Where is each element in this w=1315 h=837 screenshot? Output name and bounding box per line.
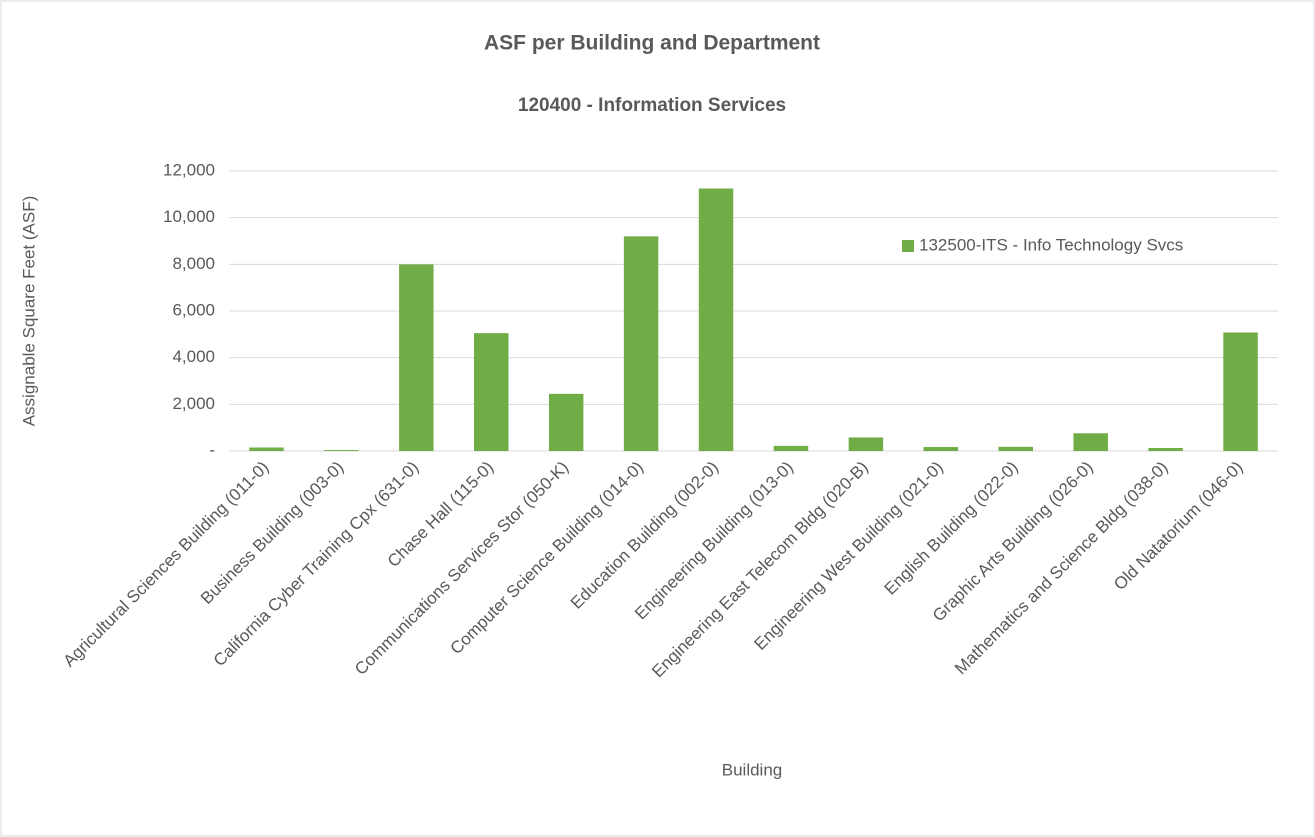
- bar: [998, 446, 1033, 451]
- bar: [399, 264, 434, 451]
- y-tick-label: 10,000: [163, 207, 215, 226]
- bar: [474, 333, 509, 451]
- bar: [548, 393, 584, 451]
- y-tick-label: 8,000: [172, 254, 215, 273]
- bar: [324, 450, 359, 451]
- y-axis-label: Assignable Square Feet (ASF): [19, 196, 38, 427]
- bar: [1223, 332, 1258, 451]
- y-tick-label: 6,000: [172, 300, 215, 319]
- chart-subtitle: 120400 - Information Services: [518, 95, 786, 116]
- bar: [623, 236, 659, 451]
- chart-title: ASF per Building and Department: [484, 32, 820, 55]
- y-tick-label: 12,000: [163, 160, 215, 179]
- y-tick-label: 2,000: [172, 394, 215, 413]
- bar: [1148, 447, 1183, 451]
- bar: [923, 447, 959, 451]
- y-tick-label: 4,000: [172, 347, 215, 366]
- bar: [249, 447, 284, 451]
- bar: [773, 445, 809, 451]
- bar: [698, 188, 734, 451]
- x-axis-label: Building: [722, 760, 783, 779]
- bar: [1073, 433, 1108, 451]
- y-tick-label: -: [209, 440, 215, 459]
- bar: [848, 437, 884, 451]
- legend-swatch: [902, 240, 914, 252]
- legend-label: 132500-ITS - Info Technology Svcs: [919, 235, 1183, 254]
